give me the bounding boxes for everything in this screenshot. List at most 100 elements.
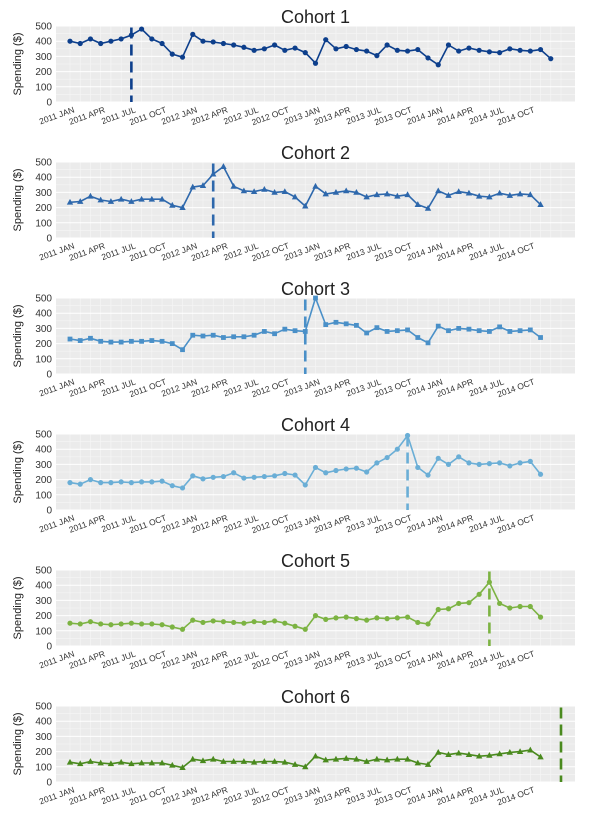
- data-point: [292, 623, 298, 629]
- y-tick-label: 400: [35, 445, 52, 456]
- data-point: [312, 60, 319, 66]
- data-point: [353, 616, 360, 622]
- data-point: [435, 606, 441, 613]
- data-point: [323, 322, 329, 327]
- data-point: [271, 618, 278, 624]
- y-tick-label: 300: [35, 188, 52, 199]
- data-point: [271, 42, 278, 48]
- data-point: [404, 614, 411, 620]
- data-point: [455, 749, 462, 756]
- y-tick-label: 200: [35, 339, 52, 350]
- data-point: [210, 39, 216, 45]
- data-point: [77, 198, 84, 204]
- data-point: [405, 327, 410, 333]
- data-point: [312, 752, 319, 759]
- data-point: [66, 758, 74, 765]
- data-point: [77, 760, 84, 767]
- data-point: [261, 619, 267, 626]
- data-point: [537, 753, 544, 760]
- data-point: [466, 326, 472, 332]
- y-tick-label: 0: [46, 98, 52, 109]
- data-point: [455, 188, 462, 195]
- y-axis-label: Spending ($): [12, 169, 24, 232]
- data-point: [67, 38, 73, 44]
- data-point: [476, 591, 482, 597]
- data-point: [415, 619, 421, 626]
- data-point: [128, 760, 135, 767]
- data-point: [159, 40, 165, 47]
- data-point: [292, 472, 298, 478]
- data-point: [425, 55, 431, 61]
- data-point: [231, 470, 237, 476]
- data-point: [200, 38, 206, 44]
- data-point: [435, 187, 442, 194]
- data-point: [496, 189, 503, 196]
- data-point: [353, 46, 360, 53]
- data-point: [220, 40, 227, 47]
- data-point: [281, 188, 289, 195]
- data-point: [231, 42, 237, 48]
- y-axis-label: Spending ($): [12, 577, 24, 640]
- data-point: [261, 473, 267, 480]
- data-point: [415, 46, 421, 53]
- data-point: [537, 614, 544, 620]
- y-tick-label: 100: [35, 82, 52, 93]
- y-axis-label: Spending ($): [12, 305, 24, 368]
- y-tick-label: 0: [46, 778, 52, 789]
- data-point: [189, 755, 196, 762]
- data-point: [302, 50, 308, 56]
- data-point: [87, 758, 94, 764]
- data-point: [353, 465, 360, 471]
- data-point: [384, 42, 390, 48]
- data-point: [241, 475, 247, 481]
- data-point: [138, 759, 145, 766]
- data-point: [220, 473, 227, 480]
- data-point: [210, 755, 217, 762]
- data-point: [250, 758, 258, 765]
- data-point: [118, 36, 124, 42]
- data-point: [302, 482, 308, 488]
- y-tick-label: 500: [35, 22, 52, 33]
- data-point: [261, 185, 268, 192]
- data-point: [282, 620, 288, 626]
- y-tick-label: 400: [35, 173, 52, 184]
- data-point: [364, 469, 370, 475]
- data-point: [373, 755, 381, 762]
- data-point: [404, 48, 411, 54]
- data-point: [77, 481, 83, 487]
- data-point: [435, 323, 441, 329]
- data-point: [200, 619, 206, 626]
- data-point: [210, 170, 217, 177]
- data-point: [302, 626, 308, 632]
- data-point: [220, 758, 227, 764]
- data-point: [87, 619, 94, 625]
- data-point: [486, 329, 492, 334]
- data-point: [394, 47, 400, 53]
- data-point: [507, 46, 513, 52]
- data-point: [496, 750, 503, 757]
- data-point: [312, 464, 319, 471]
- data-point: [77, 621, 83, 627]
- data-point: [169, 201, 176, 208]
- data-point: [98, 338, 104, 344]
- data-point: [506, 748, 514, 755]
- data-point: [169, 624, 175, 630]
- y-tick-label: 500: [35, 430, 52, 441]
- data-point: [108, 38, 114, 44]
- y-tick-label: 400: [35, 581, 52, 592]
- data-point: [527, 746, 534, 753]
- data-point: [108, 339, 114, 345]
- data-point: [169, 761, 176, 768]
- data-point: [139, 479, 145, 485]
- data-point: [517, 460, 523, 466]
- data-point: [445, 751, 452, 758]
- data-point: [384, 616, 390, 622]
- data-point: [190, 473, 196, 479]
- data-point: [117, 195, 125, 202]
- data-point: [394, 446, 400, 452]
- data-point: [271, 189, 278, 195]
- data-point: [354, 322, 359, 328]
- data-point: [98, 40, 104, 47]
- data-point: [517, 603, 523, 610]
